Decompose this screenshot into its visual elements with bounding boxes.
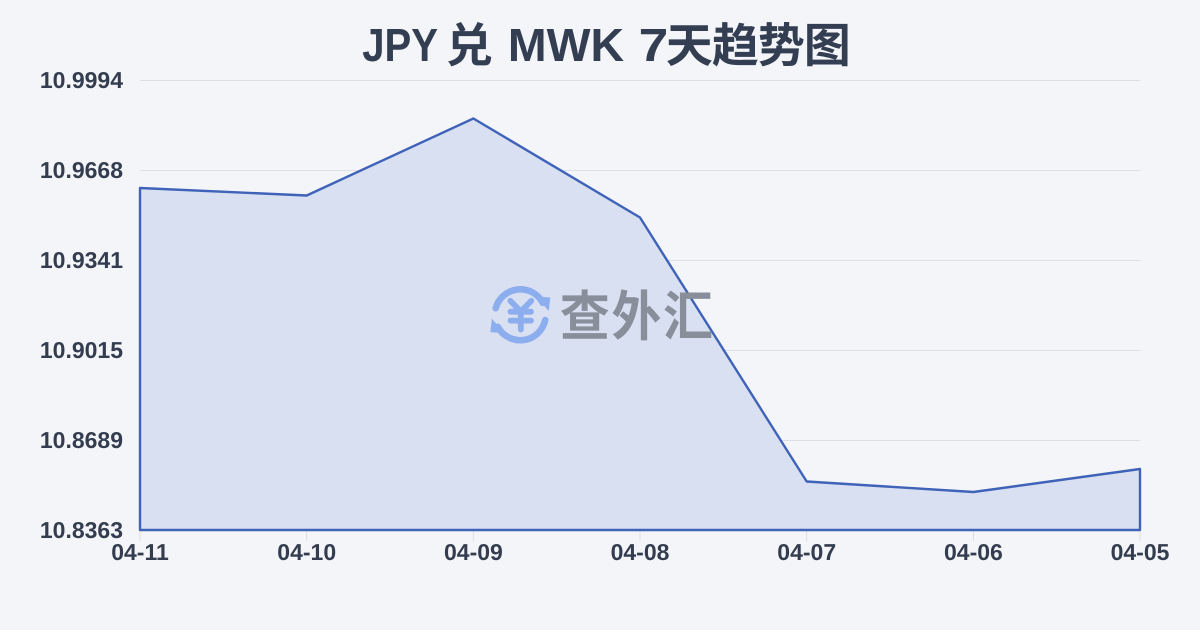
svg-text:04-06: 04-06 [944,539,1003,565]
svg-text:04-11: 04-11 [111,539,169,565]
svg-text:10.9015: 10.9015 [40,337,123,363]
svg-text:10.9994: 10.9994 [40,67,123,93]
svg-text:04-09: 04-09 [444,539,503,565]
svg-text:7: 7 [639,19,669,71]
svg-text:MWK: MWK [508,19,625,71]
svg-text:10.8363: 10.8363 [40,517,123,543]
svg-text:10.8689: 10.8689 [40,427,123,453]
svg-text:04-07: 04-07 [777,539,836,565]
svg-text:04-10: 04-10 [277,539,336,565]
svg-text:04-05: 04-05 [1111,539,1170,565]
svg-text:10.9341: 10.9341 [40,247,123,273]
svg-text:04-08: 04-08 [611,539,670,565]
svg-text:10.9668: 10.9668 [40,157,123,183]
svg-text:JPY: JPY [362,19,438,71]
